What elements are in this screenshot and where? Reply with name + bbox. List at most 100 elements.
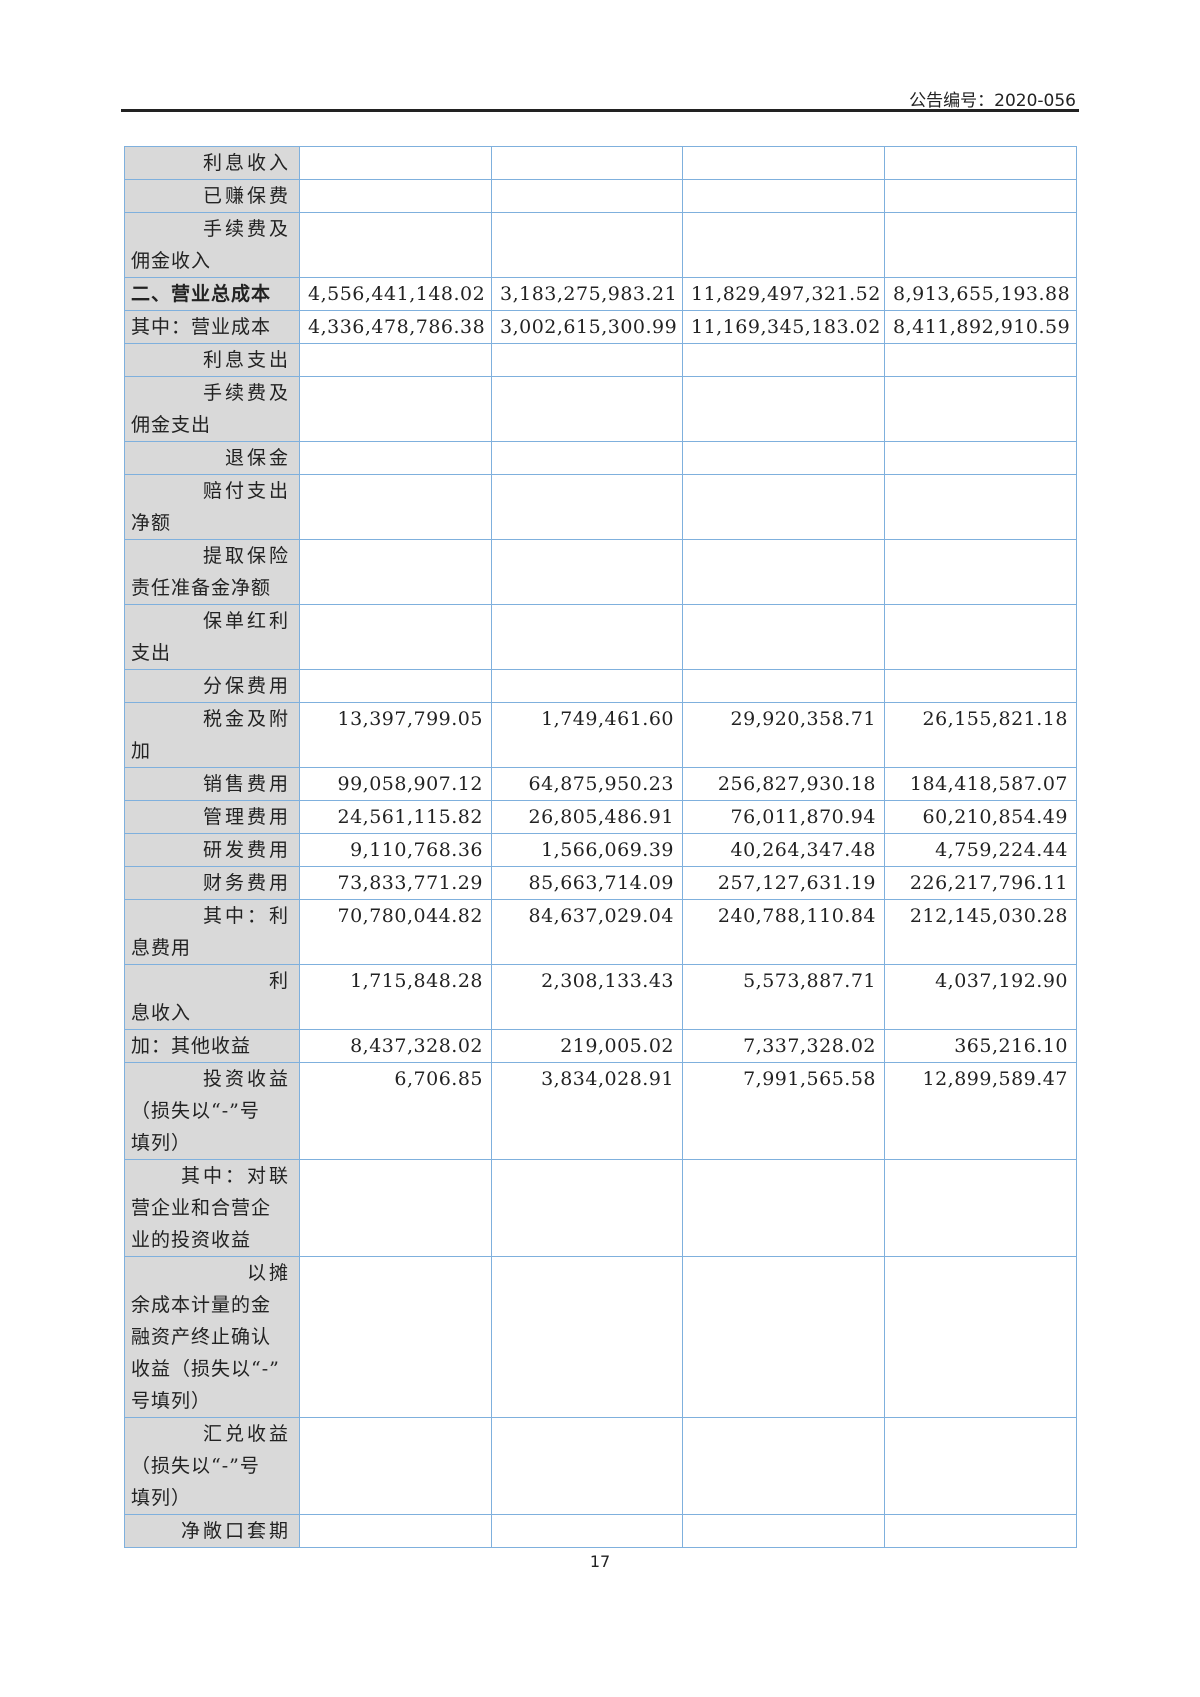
- value-cell: 6,706.85: [299, 1062, 492, 1160]
- table-row: 销售费用 99,058,907.12 64,875,950.23 256,827,93…: [124, 767, 1077, 801]
- table-row: 净敞口套期: [124, 1514, 1077, 1548]
- row-label: 利息收入: [124, 146, 300, 180]
- value-cell: 64,875,950.23: [491, 767, 683, 801]
- value-cell: [491, 212, 683, 278]
- value-cell: [299, 604, 492, 670]
- row-label-line: 其中：利: [202, 905, 291, 927]
- row-label-line: 息费用: [131, 937, 192, 959]
- row-label: 汇兑收益 （损失以“-”号 填列）: [124, 1417, 300, 1515]
- row-label-line: 利息支出: [202, 349, 291, 371]
- row-label: 二、营业总成本: [124, 277, 300, 311]
- row-label-line: 分保费用: [202, 675, 291, 697]
- value-cell: [491, 474, 683, 540]
- value-cell: 24,561,115.82: [299, 800, 492, 834]
- row-label-line: 二、营业总成本: [131, 283, 272, 305]
- value-cell: [299, 669, 492, 703]
- row-label: 退保金: [124, 441, 300, 475]
- value-cell: 99,058,907.12: [299, 767, 492, 801]
- value-cell: [682, 1514, 885, 1548]
- value-cell: [491, 669, 683, 703]
- table-row: 退保金: [124, 441, 1077, 475]
- row-label-line: 投资收益: [202, 1068, 291, 1090]
- value-cell: 40,264,347.48: [682, 833, 885, 867]
- value-cell: 84,637,029.04: [491, 899, 683, 965]
- value-cell: 4,759,224.44: [884, 833, 1077, 867]
- row-label: 提取保险 责任准备金净额: [124, 539, 300, 605]
- table-row: 二、营业总成本 4,556,441,148.02 3,183,275,983.21 1…: [124, 277, 1077, 311]
- row-label-line: 汇兑收益: [202, 1423, 291, 1445]
- value-cell: 257,127,631.19: [682, 866, 885, 900]
- value-cell: [884, 539, 1077, 605]
- value-cell: 13,397,799.05: [299, 702, 492, 768]
- income-statement-table: 利息收入 已赚保费 手续费及 佣金收入 二、营业总成本 4,556,441,148.02 3…: [124, 146, 1077, 1548]
- value-cell: [491, 1514, 683, 1548]
- table-row: 利息支出: [124, 343, 1077, 377]
- value-cell: [884, 604, 1077, 670]
- row-label: 已赚保费: [124, 179, 300, 213]
- row-label: 以摊 余成本计量的金 融资产终止确认 收益（损失以“-” 号填列）: [124, 1256, 300, 1418]
- value-cell: [884, 1159, 1077, 1257]
- value-cell: [299, 212, 492, 278]
- row-label: 赔付支出 净额: [124, 474, 300, 540]
- row-label-line: 收益（损失以“-”: [131, 1358, 280, 1380]
- value-cell: [682, 1417, 885, 1515]
- value-cell: [491, 539, 683, 605]
- row-label: 销售费用: [124, 767, 300, 801]
- row-label: 利息收入: [124, 964, 300, 1030]
- value-cell: [884, 474, 1077, 540]
- row-label-line: 其中：对联: [180, 1165, 291, 1187]
- row-label: 投资收益 （损失以“-”号 填列）: [124, 1062, 300, 1160]
- row-label-line: 净敞口套期: [180, 1520, 291, 1542]
- row-label-line: 销售费用: [202, 773, 291, 795]
- value-cell: 8,437,328.02: [299, 1029, 492, 1063]
- table-row: 利息收入 1,715,848.28 2,308,133.43 5,573,887.71…: [124, 964, 1077, 1030]
- value-cell: [682, 212, 885, 278]
- row-label-line: 支出: [131, 642, 172, 664]
- value-cell: 26,155,821.18: [884, 702, 1077, 768]
- value-cell: 12,899,589.47: [884, 1062, 1077, 1160]
- row-label-line: 融资产终止确认: [131, 1326, 272, 1348]
- value-cell: [682, 669, 885, 703]
- table-row: 研发费用 9,110,768.36 1,566,069.39 40,264,347.4…: [124, 833, 1077, 867]
- value-cell: [884, 343, 1077, 377]
- row-label-line: 退保金: [224, 447, 291, 469]
- table-row: 税金及附加 13,397,799.05 1,749,461.60 29,920,358…: [124, 702, 1077, 768]
- value-cell: 73,833,771.29: [299, 866, 492, 900]
- table-row: 管理费用 24,561,115.82 26,805,486.91 76,011,870…: [124, 800, 1077, 834]
- row-label: 税金及附加: [124, 702, 300, 768]
- value-cell: [299, 376, 492, 442]
- value-cell: 1,749,461.60: [491, 702, 683, 768]
- value-cell: 7,337,328.02: [682, 1029, 885, 1063]
- value-cell: [682, 376, 885, 442]
- row-label-line: 已赚保费: [202, 185, 291, 207]
- value-cell: 256,827,930.18: [682, 767, 885, 801]
- row-label: 财务费用: [124, 866, 300, 900]
- value-cell: [299, 343, 492, 377]
- row-label: 手续费及 佣金支出: [124, 376, 300, 442]
- row-label-line: 佣金支出: [131, 414, 212, 436]
- value-cell: [884, 1256, 1077, 1418]
- table-row: 已赚保费: [124, 179, 1077, 213]
- row-label-line: 净额: [131, 512, 172, 534]
- value-cell: [682, 604, 885, 670]
- value-cell: 2,308,133.43: [491, 964, 683, 1030]
- table-row: 其中：营业成本 4,336,478,786.38 3,002,615,300.99 1…: [124, 310, 1077, 344]
- value-cell: 240,788,110.84: [682, 899, 885, 965]
- value-cell: 212,145,030.28: [884, 899, 1077, 965]
- table-row: 手续费及 佣金支出: [124, 376, 1077, 442]
- value-cell: [491, 343, 683, 377]
- table-row: 赔付支出 净额: [124, 474, 1077, 540]
- row-label-line: 加：其他收益: [131, 1035, 252, 1057]
- value-cell: [491, 376, 683, 442]
- value-cell: [884, 212, 1077, 278]
- row-label: 加：其他收益: [124, 1029, 300, 1063]
- value-cell: 11,829,497,321.52: [682, 277, 885, 311]
- value-cell: [299, 1514, 492, 1548]
- value-cell: 3,183,275,983.21: [491, 277, 683, 311]
- value-cell: [299, 474, 492, 540]
- value-cell: [299, 146, 492, 180]
- row-label: 手续费及 佣金收入: [124, 212, 300, 278]
- value-cell: 7,991,565.58: [682, 1062, 885, 1160]
- value-cell: [682, 343, 885, 377]
- table-row: 手续费及 佣金收入: [124, 212, 1077, 278]
